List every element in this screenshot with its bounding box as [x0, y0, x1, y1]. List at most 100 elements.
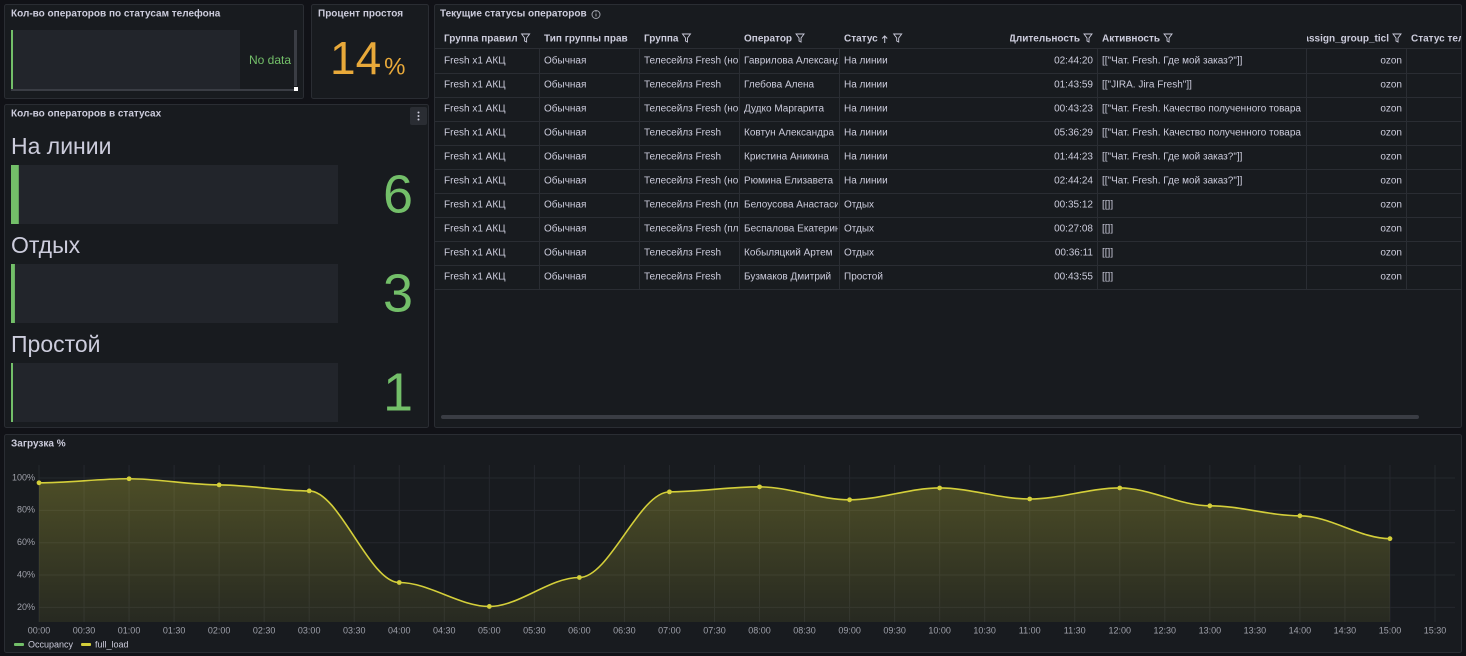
table: Группа правил Тип группы прав Группа Операт… [435, 33, 1466, 290]
table-cell: Обычная [544, 55, 586, 67]
table-cell: [["JIRA. Jira Fresh"]] [1102, 80, 1192, 91]
table-cell: Белоусова Анастаси [744, 200, 840, 211]
y-tick-label: 40% [17, 569, 35, 579]
x-tick-label: 14:00 [1289, 625, 1312, 635]
table-cell: Телесейлз Fresh [644, 80, 721, 91]
gauge-value: 3 [383, 263, 413, 323]
table-cell: [[]] [1102, 200, 1113, 211]
table-cell: [["Чат. Fresh. Где мой заказ?"]] [1102, 176, 1243, 187]
x-tick-label: 00:00 [28, 625, 51, 635]
x-tick-label: 12:30 [1154, 625, 1177, 635]
header-text: Длительность [1009, 34, 1080, 45]
filter-icon[interactable] [520, 33, 531, 43]
table-cell: Отдых [844, 224, 874, 235]
table-cell: Обычная [544, 151, 586, 163]
point [486, 604, 492, 609]
table-cell: ozon [1380, 200, 1402, 211]
x-tick-label: 02:30 [253, 625, 276, 635]
table-cell: На линии [844, 176, 888, 187]
table-cell: Обычная [544, 247, 586, 259]
header-text: Группа [644, 34, 679, 45]
table-cell: ozon [1380, 104, 1402, 115]
table-cell: Обычная [544, 127, 586, 139]
y-tick-label: 60% [17, 537, 35, 547]
table-cell: Отдых [844, 200, 874, 211]
table-cell: Обычная [544, 199, 586, 211]
legend-swatch[interactable] [81, 643, 92, 646]
header-text: Группа правил [444, 34, 518, 45]
table-cell: ozon [1380, 176, 1402, 187]
column-header[interactable]: assign_group_ticl [1303, 34, 1389, 45]
scrollbar [11, 89, 294, 91]
point [757, 484, 762, 490]
x-tick-label: 14:30 [1334, 625, 1357, 635]
x-tick-label: 15:00 [1379, 625, 1402, 635]
column-header[interactable]: Группа [644, 34, 679, 45]
table-cell: Fresh x1 АКЦ [444, 224, 506, 235]
table-cell: [[]] [1102, 224, 1113, 235]
table-cell: Fresh x1 АКЦ [444, 128, 506, 139]
legend-label[interactable]: Occupancy [28, 639, 74, 649]
point [1387, 536, 1393, 542]
point [396, 580, 402, 585]
info-icon[interactable] [591, 10, 601, 19]
table-cell: 01:43:59 [1054, 80, 1093, 91]
x-tick-label: 11:00 [1019, 625, 1041, 635]
filter-icon[interactable] [1392, 33, 1402, 43]
line [38, 477, 1390, 608]
graph-area [11, 30, 240, 90]
table-cell: Fresh x1 АКЦ [444, 200, 506, 211]
point [306, 488, 312, 494]
column-header[interactable]: Статус [844, 34, 878, 45]
status-label: Отдых [11, 232, 81, 258]
table-cell: На линии [844, 152, 888, 163]
header-text: Тип группы прав [544, 34, 628, 45]
no-data: No data [249, 53, 291, 67]
table-cell: Обычная [544, 223, 586, 235]
table-cell: [["Чат. Fresh. Качество полученного това… [1102, 128, 1301, 139]
table-cell: Отдых [844, 248, 874, 259]
x-tick-label: 04:00 [388, 625, 411, 635]
sort-icon[interactable] [881, 35, 888, 43]
point [1027, 496, 1033, 502]
table-cell: Обычная [544, 103, 586, 115]
table-cell: Гаврилова Александ [744, 56, 841, 67]
legend-swatch[interactable] [14, 643, 24, 646]
point [667, 489, 672, 495]
area [39, 478, 1390, 622]
filter-icon[interactable] [1163, 33, 1173, 43]
filter-icon[interactable] [681, 33, 692, 43]
filter-icon[interactable] [795, 33, 805, 43]
table-cell: Fresh x1 АКЦ [444, 272, 506, 283]
column-header[interactable]: Активность [1102, 34, 1160, 45]
column-header[interactable]: Группа правил [444, 34, 518, 45]
point [1117, 485, 1123, 491]
x-tick-label: 02:00 [208, 625, 231, 635]
x-tick-label: 01:00 [118, 625, 141, 635]
table-cell: ozon [1380, 224, 1402, 235]
filter-icon[interactable] [892, 33, 903, 43]
header-text: Активность [1102, 34, 1160, 45]
table-cell: Телесейлз Fresh (но [644, 176, 739, 187]
point [1297, 513, 1303, 519]
legend-label[interactable]: full_load [95, 639, 129, 649]
column-header[interactable]: Статус теле [1411, 34, 1466, 45]
panel-title: Загрузка % [11, 439, 66, 450]
table-cell: [[]] [1102, 272, 1113, 283]
table-cell: ozon [1380, 128, 1402, 139]
table-cell: [["Чат. Fresh. Где мой заказ?"]] [1102, 152, 1243, 163]
x-tick-label: 09:00 [838, 625, 861, 635]
column-header[interactable]: Оператор [744, 34, 792, 45]
table-cell: 00:43:55 [1054, 272, 1093, 283]
table-cell: 00:43:23 [1054, 104, 1093, 115]
x-tick-label: 00:30 [73, 625, 96, 635]
column-header[interactable]: Тип группы прав [544, 34, 628, 45]
column-header[interactable]: Длительность [1009, 34, 1080, 45]
table-cell: 00:27:08 [1054, 224, 1093, 235]
header-text: Оператор [744, 34, 792, 45]
point [36, 480, 42, 486]
panel [434, 4, 1462, 428]
filter-icon[interactable] [1083, 33, 1093, 43]
